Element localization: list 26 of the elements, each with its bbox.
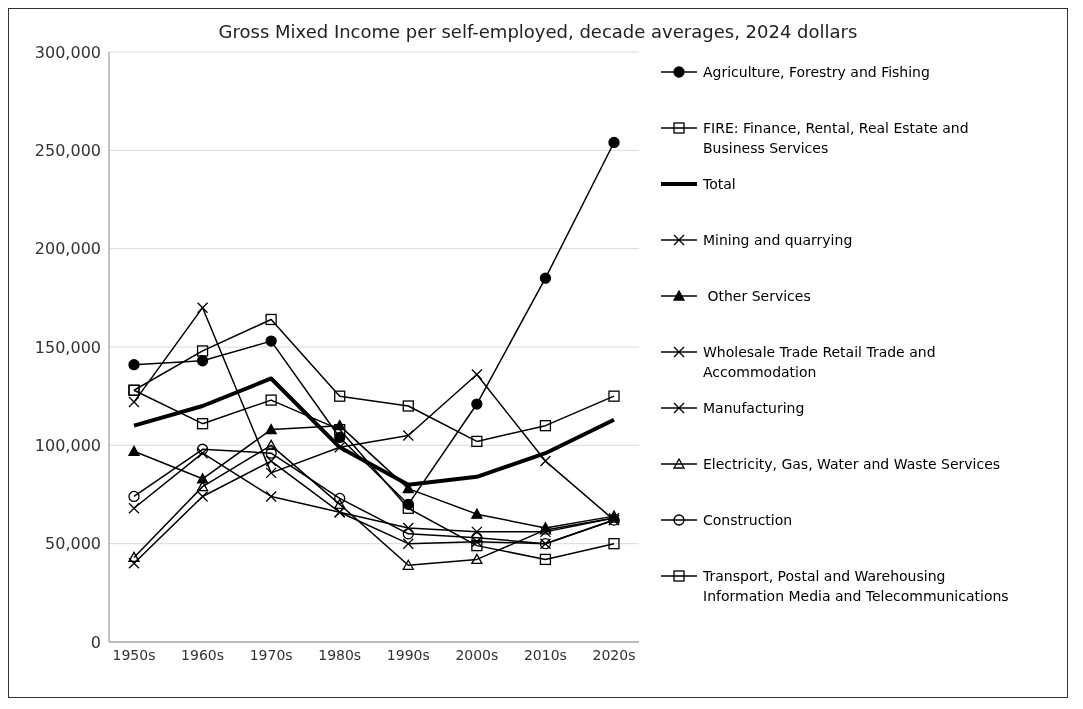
legend-label: Other Services [706, 287, 811, 306]
x-tick-label: 2000s [455, 646, 499, 663]
legend-label: Construction [703, 511, 793, 530]
x-tick-label: 1970s [249, 646, 293, 663]
y-tick-label: 100,000 [34, 436, 101, 456]
legend-label: Agriculture, Forestry and Fishing [703, 63, 930, 82]
legend-label: Transport, Postal and Warehousing Information Media and Telecommunications [703, 567, 1010, 606]
y-tick-label: 250,000 [34, 141, 101, 161]
legend-label: Wholesale Trade Retail Trade and Accommodation [703, 343, 937, 382]
x-tick-label: 1960s [181, 646, 225, 663]
legend-label: Total [703, 175, 736, 194]
y-tick-label: 200,000 [34, 239, 101, 259]
y-tick-label: 50,000 [45, 534, 101, 554]
legend-label: Manufacturing [703, 399, 805, 418]
chart-title: Gross Mixed Income per self-employed, decade averages, 2024 dollars [217, 20, 859, 42]
legend-label: Mining and quarrying [703, 231, 853, 250]
x-tick-label: 2020s [592, 646, 636, 663]
x-tick-label: 1980s [318, 646, 362, 663]
legend-label: FIRE: Finance, Rental, Real Estate and Business Services [703, 119, 970, 158]
y-tick-label: 0 [90, 632, 101, 652]
x-tick-label: 1950s [112, 646, 156, 663]
y-tick-label: 300,000 [34, 42, 101, 62]
x-tick-label: 1990s [386, 646, 430, 663]
legend-label: Electricity, Gas, Water and Waste Services [703, 455, 1001, 474]
y-tick-label: 150,000 [34, 337, 101, 357]
x-tick-label: 2010s [523, 646, 567, 663]
